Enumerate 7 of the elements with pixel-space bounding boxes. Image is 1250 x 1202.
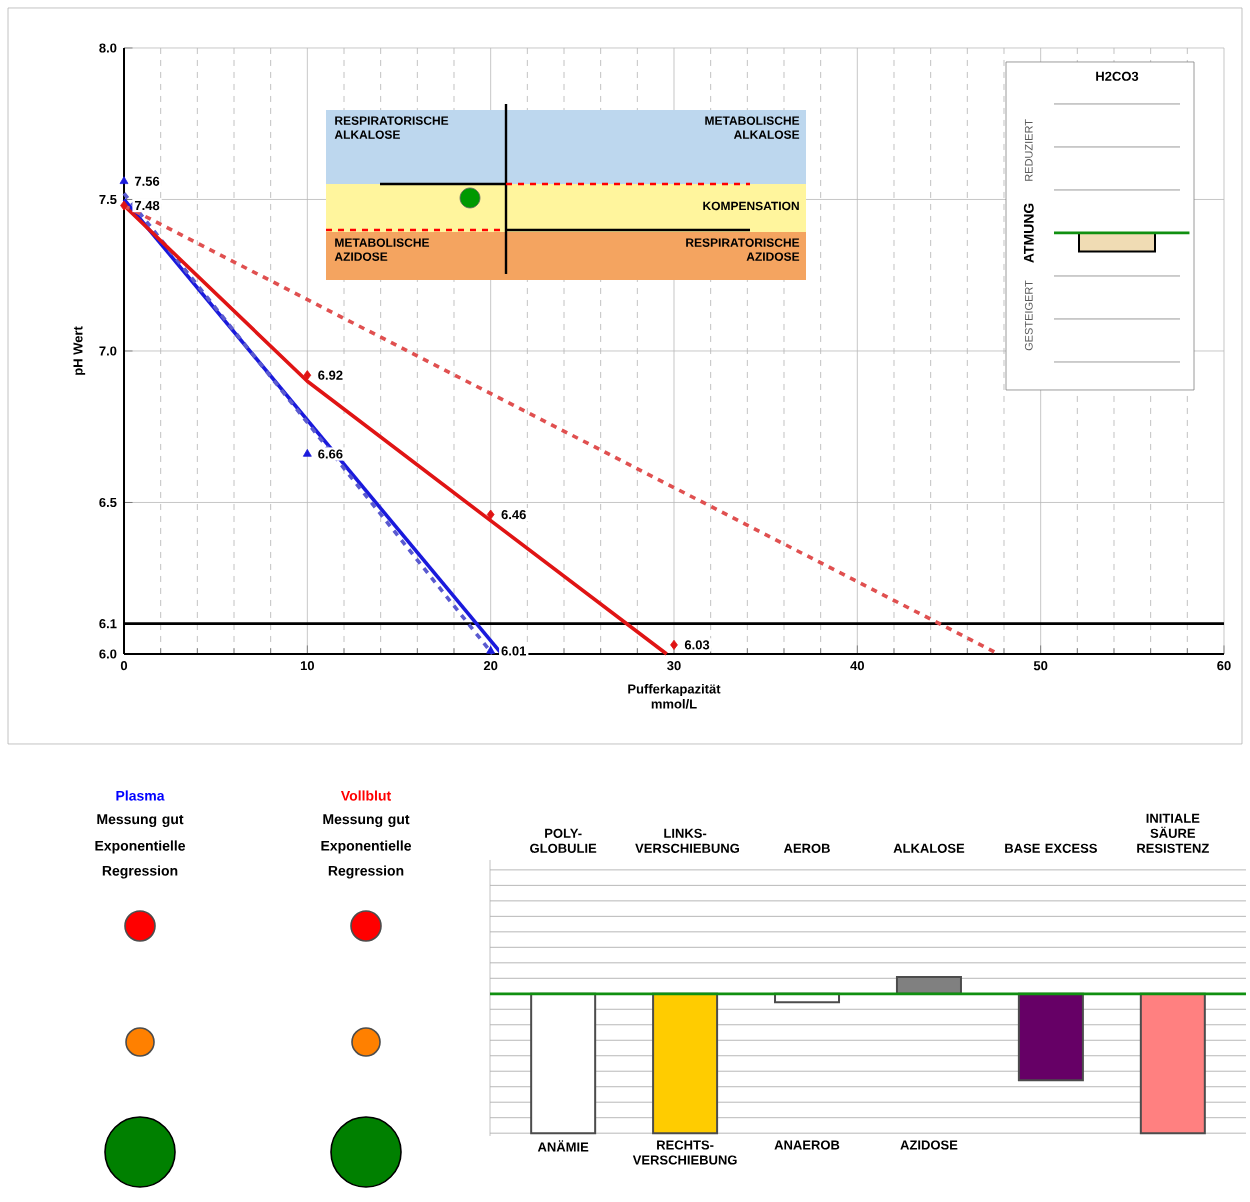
point bbox=[302, 448, 312, 457]
point bbox=[486, 645, 496, 654]
point bbox=[670, 639, 678, 650]
point bbox=[303, 370, 312, 381]
point bbox=[120, 200, 128, 211]
point bbox=[119, 176, 129, 184]
point bbox=[486, 509, 495, 520]
